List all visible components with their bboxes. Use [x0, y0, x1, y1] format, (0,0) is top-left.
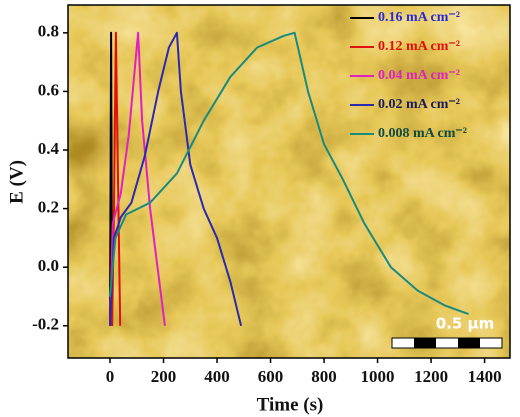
scale-bar-label: 0.5 μm	[436, 315, 494, 333]
plot-frame	[67, 4, 511, 359]
series-line	[109, 31, 469, 316]
y-tick-label: 0.6	[38, 80, 59, 99]
legend-label: 0.008 mA cm⁻²	[378, 126, 467, 141]
y-tick-label: 0.2	[38, 198, 59, 217]
y-tick-label: 0.4	[38, 139, 60, 158]
legend-label: 0.04 mA cm⁻²	[378, 68, 460, 83]
legend-label: 0.12 mA cm⁻²	[378, 39, 460, 54]
x-axis-label: Time (s)	[257, 394, 324, 415]
legend-label: 0.16 mA cm⁻²	[378, 10, 460, 25]
scale-bar-segment	[414, 338, 436, 348]
series-line	[109, 31, 166, 326]
scale-bar-frame	[391, 337, 503, 349]
x-tick-label: 1400	[468, 367, 502, 386]
y-tick-label: 0.8	[38, 22, 59, 41]
x-tick-label: 1200	[414, 367, 448, 386]
x-tick-label: 200	[151, 367, 177, 386]
x-tick-label: 600	[258, 367, 284, 386]
legend-label: 0.02 mA cm⁻²	[378, 97, 460, 112]
x-tick-label: 0	[106, 367, 115, 386]
x-tick-label: 400	[204, 367, 230, 386]
x-tick-label: 800	[311, 367, 337, 386]
series-line	[109, 31, 243, 327]
y-axis-label: E (V)	[6, 160, 27, 204]
y-tick-label: -0.2	[32, 315, 59, 334]
scale-bar-segment	[458, 338, 480, 348]
afm-background	[68, 5, 510, 358]
plot-lines	[109, 31, 469, 327]
scale-bar	[391, 337, 503, 349]
x-tick-label: 1000	[361, 367, 395, 386]
y-tick-label: 0.0	[38, 256, 59, 275]
